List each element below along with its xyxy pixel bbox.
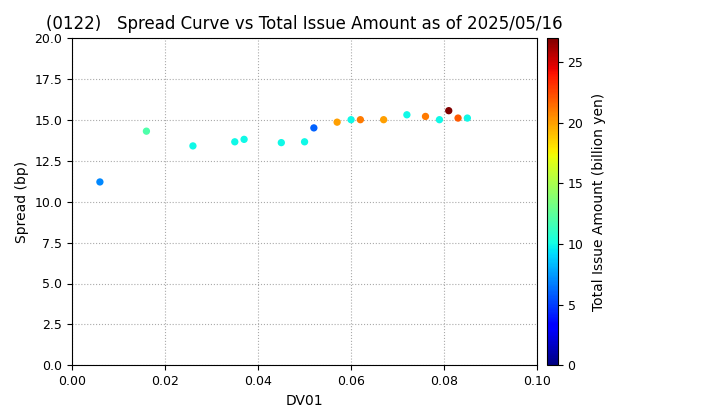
Point bbox=[452, 115, 464, 121]
Point bbox=[346, 116, 357, 123]
Point bbox=[276, 139, 287, 146]
Title: (0122)   Spread Curve vs Total Issue Amount as of 2025/05/16: (0122) Spread Curve vs Total Issue Amoun… bbox=[46, 16, 563, 34]
Point bbox=[378, 116, 390, 123]
Point bbox=[433, 116, 445, 123]
Point bbox=[238, 136, 250, 143]
X-axis label: DV01: DV01 bbox=[286, 394, 323, 408]
Point bbox=[140, 128, 152, 134]
Y-axis label: Spread (bp): Spread (bp) bbox=[15, 160, 29, 243]
Point bbox=[229, 139, 240, 145]
Point bbox=[443, 108, 454, 114]
Point bbox=[308, 124, 320, 131]
Point bbox=[420, 113, 431, 120]
Point bbox=[299, 139, 310, 145]
Point bbox=[462, 115, 473, 121]
Point bbox=[187, 142, 199, 149]
Point bbox=[401, 111, 413, 118]
Y-axis label: Total Issue Amount (billion yen): Total Issue Amount (billion yen) bbox=[592, 92, 606, 311]
Point bbox=[331, 119, 343, 126]
Point bbox=[355, 116, 366, 123]
Point bbox=[94, 178, 106, 185]
